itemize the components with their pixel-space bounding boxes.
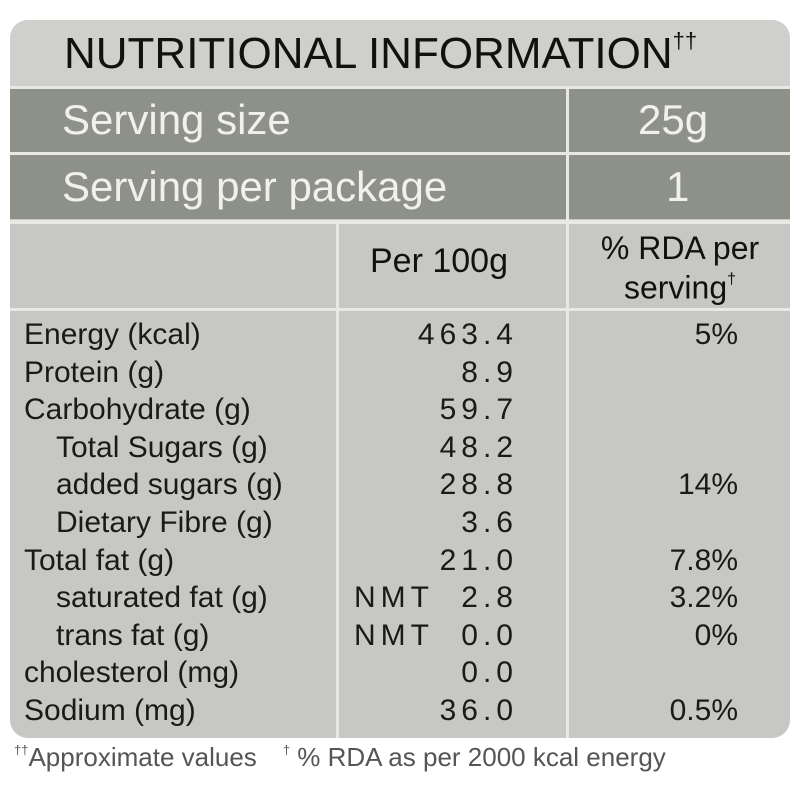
column-header: % RDA per serving† [576, 232, 784, 303]
per-100g-value: 48.2 [439, 430, 518, 464]
serving-row: Serving size 25g [10, 88, 790, 152]
column-header: Per 100g [370, 242, 508, 280]
per-100g-value: 36.0 [439, 694, 518, 727]
value-prefix: NMT [354, 618, 434, 652]
header-text: serving [623, 269, 728, 306]
nutrient-name: added sugars (g) [56, 468, 283, 502]
rda-value: 3.2% [669, 581, 738, 615]
divider [566, 86, 569, 738]
divider [10, 152, 790, 155]
header-text: % RDA per [600, 230, 760, 266]
per-100g-value: 28.8 [439, 468, 518, 502]
per-100g-value: 2.8 [461, 581, 518, 615]
rda-value: 5% [694, 318, 738, 351]
nutrition-panel: NUTRITIONAL INFORMATION†† Serving size 2… [10, 20, 790, 738]
per-100g-value: 8.9 [461, 355, 518, 389]
divider [10, 220, 790, 224]
per-100g-value: 0.0 [461, 656, 518, 690]
serving-label: Serving size [62, 96, 291, 143]
nutrient-name: trans fat (g) [56, 618, 210, 652]
nutrient-name: saturated fat (g) [56, 581, 268, 615]
nutrient-name: Dietary Fibre (g) [56, 506, 273, 539]
divider [10, 308, 790, 311]
rda-value: 0.5% [669, 694, 738, 727]
per-100g-value: 21.0 [439, 543, 518, 577]
rda-value: 14% [677, 468, 738, 502]
footnote: † % RDA as per 2000 kcal energy [283, 742, 666, 772]
header-mark: † [727, 271, 737, 288]
footnote-text: Approximate values [28, 742, 257, 772]
value-prefix: NMT [354, 581, 434, 615]
nutrient-name: Protein (g) [24, 355, 165, 389]
serving-label: Serving per package [62, 163, 448, 210]
footnote-text: % RDA as per 2000 kcal energy [290, 742, 666, 772]
serving-value: 1 [666, 163, 690, 210]
footnote-mark: † [282, 742, 291, 758]
per-100g-value: 59.7 [439, 393, 518, 427]
per-100g-value: 0.0 [461, 618, 518, 652]
per-100g-value: 3.6 [461, 506, 518, 539]
nutrient-name: Carbohydrate (g) [24, 393, 251, 427]
divider [336, 224, 339, 738]
serving-value: 25g [638, 96, 709, 143]
nutrient-name: Sodium (mg) [24, 694, 196, 727]
nutrient-name: Total fat (g) [24, 543, 175, 577]
title-text: NUTRITIONAL INFORMATION [64, 28, 673, 78]
nutrient-name: Energy (kcal) [24, 318, 201, 351]
footnote-mark: †† [14, 742, 29, 758]
rda-value: 0% [694, 618, 738, 652]
rda-value: 7.8% [669, 543, 738, 577]
footnotes: ††Approximate values † % RDA as per 2000 … [14, 742, 666, 773]
title-band: NUTRITIONAL INFORMATION†† [10, 20, 790, 86]
title-mark: †† [672, 28, 698, 53]
per-100g-value: 463.4 [417, 318, 518, 351]
divider [10, 86, 790, 89]
serving-row: Serving per package 1 [10, 155, 790, 219]
title: NUTRITIONAL INFORMATION†† [64, 28, 697, 79]
footnote: ††Approximate values [14, 742, 257, 772]
nutrient-name: Total Sugars (g) [56, 430, 268, 464]
nutrient-name: cholesterol (mg) [24, 656, 240, 690]
